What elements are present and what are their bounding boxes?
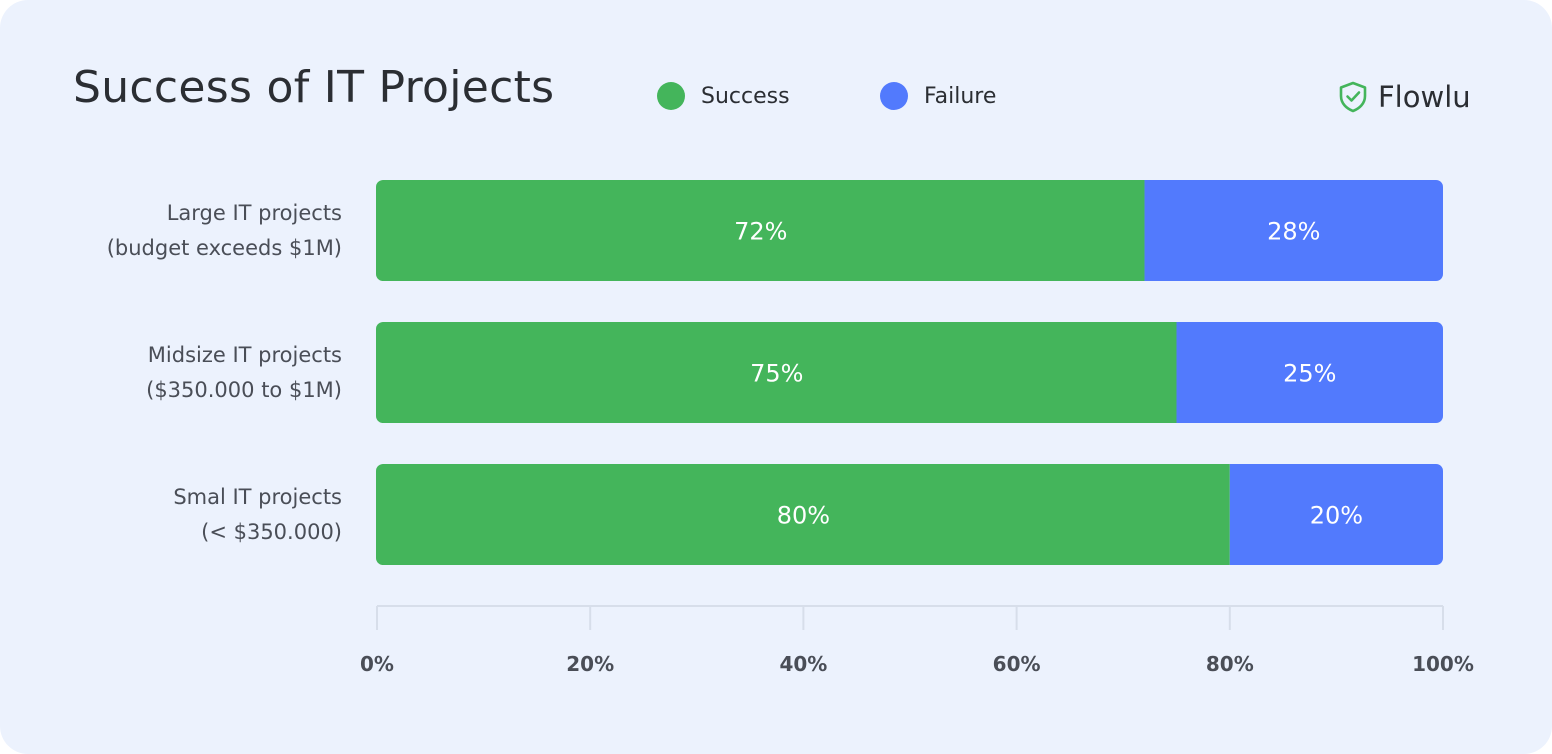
brand-logo: Flowlu: [1338, 79, 1471, 115]
bar-segment-success: [376, 180, 1145, 281]
bar-segment-failure: [1144, 180, 1443, 281]
data-label-failure: 20%: [1310, 502, 1363, 530]
category-label-line: Smal IT projects: [173, 485, 342, 509]
bar-segment-success: [376, 464, 1230, 565]
brand-name: Flowlu: [1378, 80, 1471, 114]
bar-segment-success: [376, 322, 1177, 423]
data-label-failure: 28%: [1267, 218, 1320, 246]
x-tick-label: 0%: [360, 652, 394, 676]
category-label-line: (< $350.000): [201, 520, 342, 544]
chart-title: Success of IT Projects: [73, 62, 555, 113]
legend-label-failure: Failure: [924, 83, 997, 109]
x-tick-label: 60%: [993, 652, 1041, 676]
category-label-large: Large IT projects (budget exceeds $1M): [22, 196, 342, 266]
bar-segment-failure: [1176, 322, 1443, 423]
bar-row: 75% 25%: [376, 322, 1443, 423]
x-tick-label: 40%: [779, 652, 827, 676]
x-tick-label: 20%: [566, 652, 614, 676]
data-label-success: 80%: [777, 502, 830, 530]
data-label-success: 75%: [750, 360, 803, 388]
x-tick-label: 100%: [1412, 652, 1474, 676]
legend-item-failure: Failure: [880, 82, 996, 110]
x-tick-label: 80%: [1206, 652, 1254, 676]
bar-row: 80% 20%: [376, 464, 1443, 565]
category-label-line: (budget exceeds $1M): [106, 236, 342, 260]
category-label-line: Midsize IT projects: [147, 343, 342, 367]
category-label-small: Smal IT projects (< $350.000): [22, 480, 342, 550]
bar-segment-failure: [1229, 464, 1443, 565]
legend-item-success: Success: [657, 82, 790, 110]
category-label-line: ($350.000 to $1M): [146, 378, 342, 402]
shield-check-icon: [1339, 81, 1367, 113]
legend-label-success: Success: [701, 83, 790, 109]
legend-swatch-success: [657, 82, 685, 110]
bar-row: 72% 28%: [376, 180, 1443, 281]
data-label-failure: 25%: [1283, 360, 1336, 388]
legend-swatch-failure: [880, 82, 908, 110]
data-label-success: 72%: [734, 218, 787, 246]
category-label-midsize: Midsize IT projects ($350.000 to $1M): [22, 338, 342, 408]
category-label-line: Large IT projects: [166, 201, 342, 225]
